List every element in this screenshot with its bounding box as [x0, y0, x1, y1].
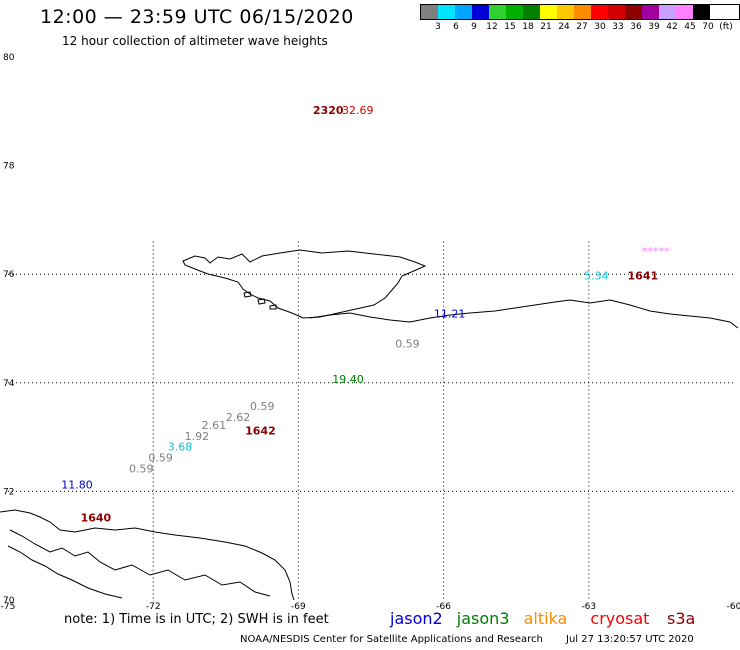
missing-data-stars: ***** — [642, 245, 670, 258]
legend-swatch — [421, 5, 438, 19]
legend-unit: (ft) — [719, 22, 733, 32]
legend-swatch — [540, 5, 557, 19]
map-subtitle: 12 hour collection of altimeter wave hei… — [62, 34, 328, 48]
longitude-tick-label: -63 — [581, 602, 596, 612]
legend-label: 18 — [522, 22, 534, 32]
legend-swatch — [642, 5, 659, 19]
coastline-islet-1 — [243, 291, 252, 298]
wave-height-value: 0.59 — [250, 400, 275, 413]
pass-time-label: 1641 — [628, 270, 659, 283]
wave-height-value: 0.59 — [148, 452, 173, 465]
legend-swatch — [523, 5, 540, 19]
wave-height-value: 0.59 — [129, 462, 154, 475]
legend-label: 9 — [471, 22, 477, 32]
wave-height-labels: 32.695.3411.210.5919.400.592.622.611.923… — [61, 104, 670, 492]
legend-labels: 3 6 9 12 15 18 21 24 27 30 33 36 39 42 45 70 (ft) — [420, 20, 740, 32]
credit-line: NOAA/NESDIS Center for Satellite Applica… — [240, 634, 543, 645]
generation-timestamp: Jul 27 13:20:57 UTC 2020 — [566, 634, 694, 645]
pass-time-label: 1640 — [81, 511, 112, 524]
wave-height-value: 1.92 — [185, 430, 210, 443]
wave-height-value: 5.34 — [584, 270, 609, 283]
grid-lines — [8, 241, 734, 600]
satellite-legend-jason2: jason2 — [390, 609, 443, 628]
coastline-baffin — [0, 509, 295, 601]
pass-time-label: 2320 — [313, 104, 344, 117]
coastline-baffin-inner — [9, 529, 271, 597]
legend-swatch — [608, 5, 625, 19]
coastline-islet-3 — [269, 304, 277, 310]
wave-height-value: 19.40 — [332, 373, 364, 386]
legend-label: 36 — [630, 22, 642, 32]
satellite-legend-jason3: jason3 — [456, 609, 510, 628]
legend-swatch — [472, 5, 489, 19]
longitude-tick-label: -72 — [146, 602, 161, 612]
wave-height-value: 32.69 — [342, 104, 374, 117]
legend-swatch — [489, 5, 506, 19]
wave-height-value: 11.80 — [61, 479, 93, 492]
legend-color-bar — [420, 4, 740, 20]
longitude-tick-label: -75 — [1, 602, 16, 612]
legend-label: 21 — [540, 22, 552, 32]
legend-label: 39 — [648, 22, 660, 32]
legend-swatch — [659, 5, 676, 19]
wave-height-value: 2.61 — [202, 419, 227, 432]
satellite-legend-s3a: s3a — [667, 609, 696, 628]
satellite-legend-cryosat: cryosat — [590, 609, 650, 628]
legend-swatch — [506, 5, 523, 19]
longitude-ticks: -75 -72 -69 -66 -63 -60 — [1, 602, 740, 612]
legend-label: 70 — [702, 22, 714, 32]
coastline-north — [182, 249, 427, 319]
legend-label: 24 — [558, 22, 570, 32]
legend-label: 30 — [594, 22, 606, 32]
legend-label: 33 — [612, 22, 624, 32]
legend-swatch — [591, 5, 608, 19]
units-note: note: 1) Time is in UTC; 2) SWH is in fe… — [64, 612, 329, 627]
legend-label: 15 — [504, 22, 516, 32]
pass-time-label: 1642 — [245, 424, 276, 437]
longitude-tick-label: -60 — [727, 602, 740, 612]
latitude-tick-label: 70 — [3, 596, 15, 606]
legend-label: 6 — [453, 22, 459, 32]
legend-swatch — [557, 5, 574, 19]
legend-label: 3 — [435, 22, 441, 32]
satellite-legend-altika: altika — [523, 609, 568, 628]
map-title: 12:00 — 23:59 UTC 06/15/2020 — [40, 6, 354, 28]
latitude-tick-label: 76 — [3, 270, 15, 280]
wave-height-value: 0.59 — [395, 338, 420, 351]
legend-label: 27 — [576, 22, 588, 32]
coastline — [0, 249, 739, 601]
legend-swatch — [438, 5, 455, 19]
coastline-greenland — [309, 299, 739, 329]
pass-time-labels: 2320 1641 1642 1640 — [81, 104, 659, 524]
longitude-tick-label: -69 — [291, 602, 306, 612]
wave-height-value: 11.21 — [434, 308, 466, 321]
legend-label: 12 — [486, 22, 498, 32]
legend-label: 42 — [666, 22, 678, 32]
legend-swatch — [693, 5, 710, 19]
latitude-tick-label: 72 — [3, 487, 14, 497]
latitude-tick-label: 78 — [3, 162, 15, 172]
coastline-islet-2 — [257, 298, 266, 305]
coastline-baffin-inner-2 — [7, 545, 123, 599]
latitude-tick-label: 74 — [3, 379, 15, 389]
legend-swatch — [455, 5, 472, 19]
legend-swatch — [676, 5, 693, 19]
legend-swatch — [625, 5, 642, 19]
legend-label: 45 — [684, 22, 696, 32]
color-legend: 3 6 9 12 15 18 21 24 27 30 33 36 39 42 45 70 (ft) — [420, 4, 740, 32]
legend-swatch — [574, 5, 591, 19]
wave-height-value: 3.68 — [168, 441, 193, 454]
latitude-ticks: 80 78 76 74 72 70 — [3, 53, 15, 606]
longitude-tick-label: -66 — [436, 602, 451, 612]
wave-height-value: 2.62 — [226, 411, 251, 424]
latitude-tick-label: 80 — [3, 53, 15, 63]
